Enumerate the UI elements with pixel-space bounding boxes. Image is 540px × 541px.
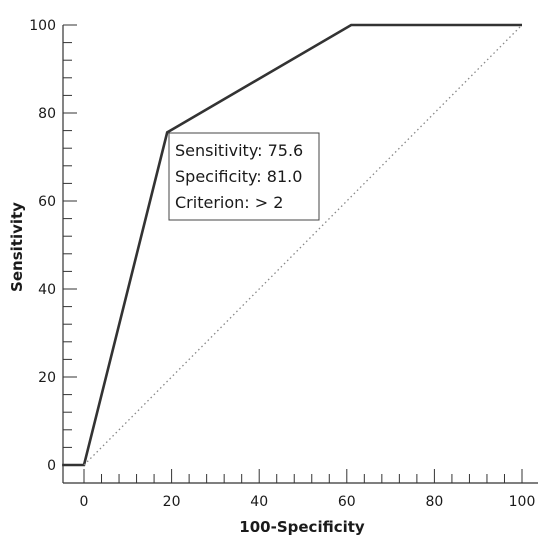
x-tick-label: 0 xyxy=(80,494,89,510)
y-tick-label: 0 xyxy=(47,458,56,474)
annotation-line-3: Criterion: > 2 xyxy=(175,193,283,212)
reference-diagonal-line xyxy=(83,24,523,466)
x-tick-label: 60 xyxy=(338,494,356,510)
y-tick-label: 100 xyxy=(29,18,56,34)
y-axis-title: Sensitivity xyxy=(8,202,26,292)
x-tick-label: 100 xyxy=(509,494,536,510)
y-tick-label: 80 xyxy=(38,106,56,122)
annotation-line-2: Specificity: 81.0 xyxy=(175,167,302,186)
x-axis-title: 100-Specificity xyxy=(239,518,365,536)
x-tick-label: 20 xyxy=(163,494,181,510)
axes-layer: 0 20 40 60 80 100 0 20 40 60 80 100 xyxy=(29,18,538,510)
y-tick-label: 60 xyxy=(38,194,56,210)
x-tick-label: 40 xyxy=(250,494,268,510)
annotation-line-1: Sensitivity: 75.6 xyxy=(175,141,303,160)
series-layer xyxy=(62,23,523,467)
x-tick-label: 80 xyxy=(425,494,443,510)
annotation-box xyxy=(168,132,320,221)
y-tick-label: 20 xyxy=(38,370,56,386)
annotation: Sensitivity: 75.6 Specificity: 81.0 Crit… xyxy=(168,132,320,221)
y-tick-label: 40 xyxy=(38,282,56,298)
roc-curve-line xyxy=(62,23,522,467)
